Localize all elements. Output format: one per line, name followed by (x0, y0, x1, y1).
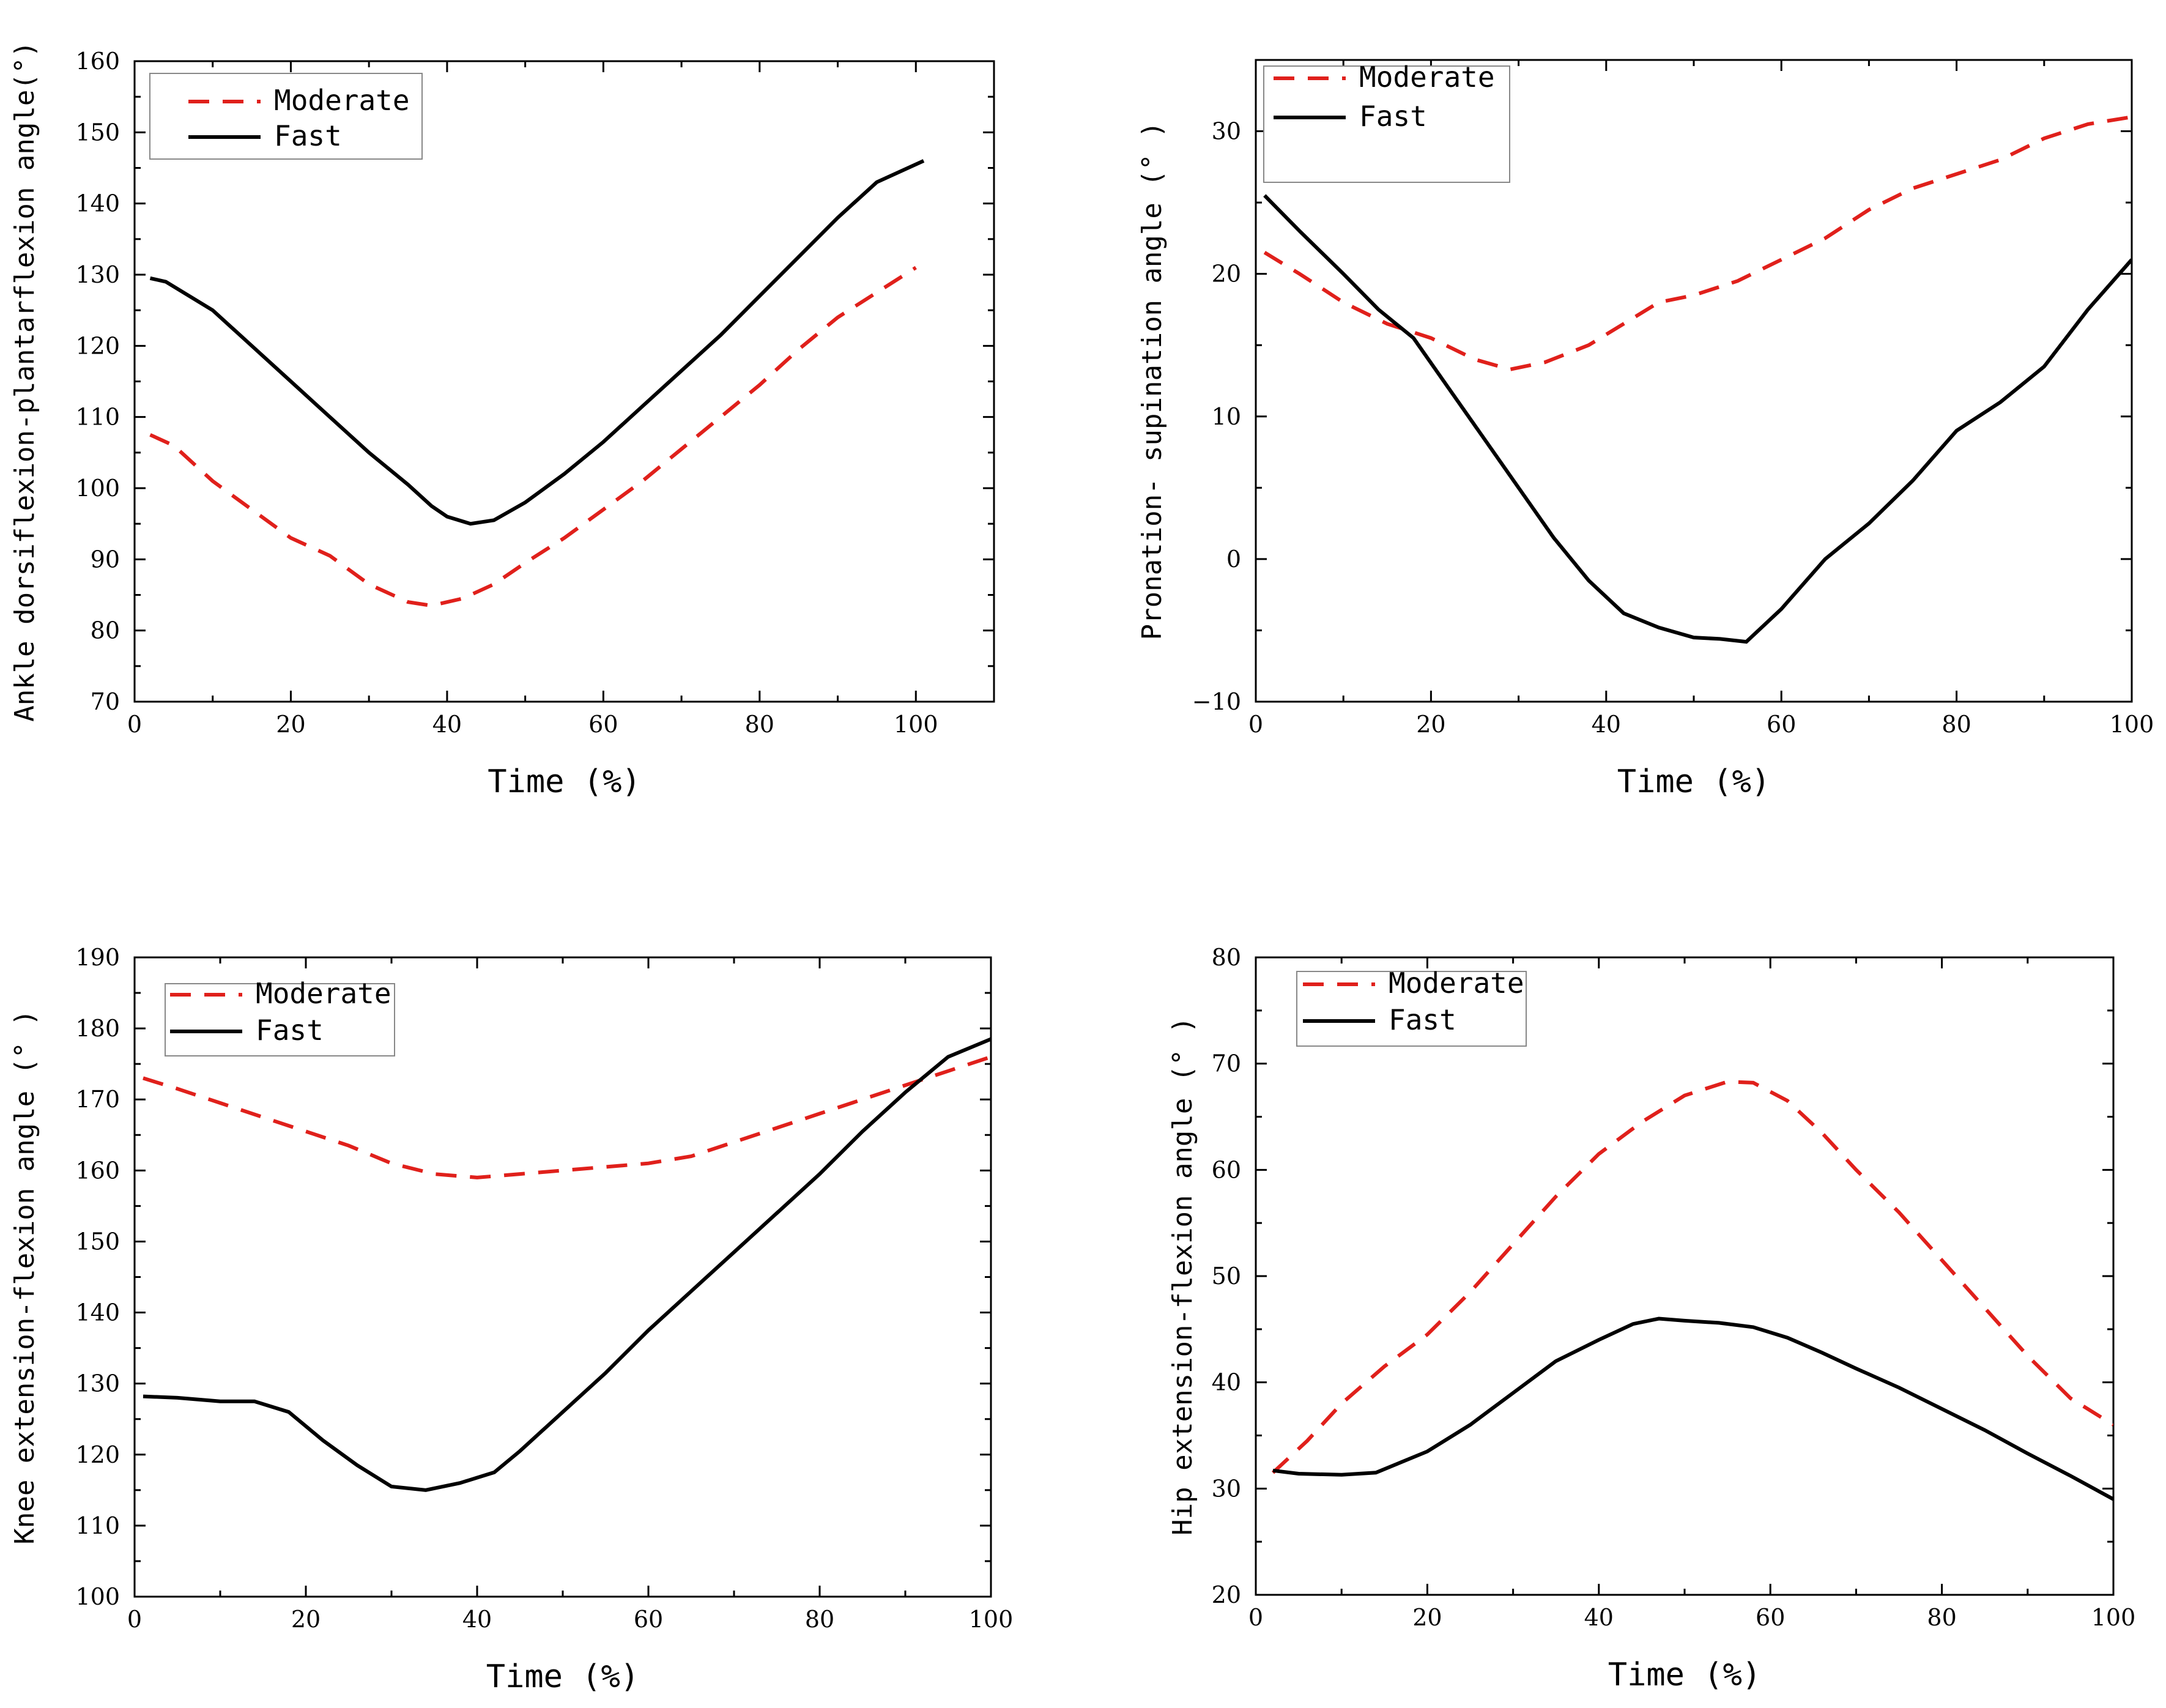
y-tick-label: 110 (75, 1512, 120, 1539)
y-tick-label: 120 (75, 332, 120, 359)
y-tick-label: 170 (75, 1086, 120, 1113)
x-tick-label: 100 (894, 711, 938, 738)
x-tick-label: 60 (634, 1606, 663, 1633)
y-tick-label: 140 (75, 190, 120, 217)
chart-panel-knee: 0 20 40 60 80 100 100 110 120 130 140 150 160 170 180 1… (9, 944, 1013, 1695)
y-tick-label: 80 (1212, 944, 1241, 971)
y-tick-label: 110 (75, 404, 120, 431)
x-tick-label: 100 (2091, 1604, 2136, 1631)
x-tick-label: 40 (1584, 1604, 1614, 1631)
x-tick-label: 80 (805, 1606, 834, 1633)
y-tick-label: 190 (75, 944, 120, 971)
x-axis-title: Time (%) (486, 1658, 639, 1695)
series-line-moderate (149, 265, 917, 608)
series-line-fast (143, 1037, 991, 1492)
x-axis-title: Time (%) (488, 763, 640, 800)
y-axis-title: Hip extension-flexion angle (° ) (1167, 1017, 1198, 1535)
y-tick-label: 70 (1212, 1050, 1241, 1077)
y-tick-label: 160 (75, 1157, 120, 1184)
chart-panel-ankle: 0 20 40 60 80 100 70 80 90 100 110 120 130 140 150 160 T… (9, 41, 995, 800)
chart-panel-pronation: 0 20 40 60 80 100 −10 0 10 20 30 Time (%) Pronation-… (1137, 59, 2154, 800)
x-tick-label: 0 (127, 711, 142, 738)
x-tick-label: 20 (276, 711, 305, 738)
y-axis-title: Pronation- supination angle (° ) (1137, 122, 1168, 640)
x-tick-label: 20 (1412, 1604, 1442, 1631)
y-tick-label: 180 (75, 1015, 120, 1042)
y-tick-label: 90 (91, 546, 120, 573)
y-tick-label: 130 (75, 261, 120, 288)
y-tick-label: 160 (75, 48, 120, 75)
x-tick-label: 80 (1942, 711, 1971, 738)
legend-label-fast: Fast (1389, 1003, 1456, 1036)
legend-box (1263, 65, 1510, 183)
y-tick-label: 20 (1212, 261, 1241, 288)
x-axis-title: Time (%) (1617, 763, 1770, 800)
x-axis-title: Time (%) (1608, 1657, 1761, 1693)
legend-label-fast: Fast (1359, 100, 1427, 133)
x-tick-label: 80 (1927, 1604, 1956, 1631)
y-tick-label: 40 (1212, 1369, 1241, 1396)
legend-label-moderate: Moderate (274, 84, 410, 117)
plot-frame (1255, 956, 2115, 1596)
y-tick-label: 150 (75, 1228, 120, 1255)
y-tick-label: 100 (75, 475, 120, 502)
legend-label-moderate: Moderate (1389, 967, 1524, 1000)
x-tick-label: 60 (588, 711, 618, 738)
x-tick-label: 40 (462, 1606, 492, 1633)
y-tick-label: 50 (1212, 1263, 1241, 1290)
x-tick-label: 0 (1248, 711, 1263, 738)
legend-label-moderate: Moderate (1359, 61, 1495, 94)
y-tick-label: 140 (75, 1299, 120, 1326)
x-tick-label: 20 (291, 1606, 321, 1633)
legend-label-fast: Fast (256, 1014, 324, 1047)
legend-box (149, 73, 423, 160)
legend-box (165, 983, 395, 1056)
series-line-fast (1272, 1316, 2113, 1501)
y-tick-label: 150 (75, 119, 120, 146)
y-tick-label: 120 (75, 1441, 120, 1468)
x-tick-label: 80 (745, 711, 774, 738)
y-tick-label: 130 (75, 1370, 120, 1397)
legend-label-moderate: Moderate (256, 977, 391, 1010)
x-tick-label: 100 (969, 1606, 1014, 1633)
series-line-moderate (1263, 115, 2132, 371)
series-line-fast (1263, 194, 2132, 644)
x-tick-label: 40 (1592, 711, 1621, 738)
series-line-moderate (1271, 1080, 2113, 1474)
y-tick-label: 10 (1212, 403, 1241, 430)
x-tick-label: 100 (2110, 711, 2154, 738)
y-axis-title: Ankle dorsiflexion-plantarflexion angle(… (9, 41, 40, 722)
series-line-moderate (143, 1055, 991, 1179)
series-line-fast (149, 159, 925, 526)
legend-box (1296, 971, 1527, 1047)
y-tick-label: 30 (1212, 118, 1241, 145)
x-tick-label: 40 (432, 711, 462, 738)
chart-panel-hip: 0 20 40 60 80 100 20 30 40 50 60 70 80 Time (%) Hip ex… (1167, 944, 2135, 1693)
y-tick-label: −10 (1192, 688, 1241, 715)
x-tick-label: 60 (1756, 1604, 1785, 1631)
y-tick-label: 20 (1212, 1581, 1241, 1608)
y-axis-title: Knee extension-flexion angle (° ) (9, 1009, 40, 1544)
x-tick-label: 20 (1416, 711, 1445, 738)
x-tick-label: 0 (1248, 1604, 1263, 1631)
y-tick-label: 0 (1226, 546, 1241, 573)
y-tick-label: 60 (1212, 1156, 1241, 1183)
y-tick-label: 70 (91, 688, 120, 715)
x-tick-label: 0 (127, 1606, 142, 1633)
y-tick-label: 100 (75, 1583, 120, 1610)
y-tick-label: 30 (1212, 1475, 1241, 1502)
legend-label-fast: Fast (274, 119, 342, 152)
x-tick-label: 60 (1767, 711, 1796, 738)
y-tick-label: 80 (91, 617, 120, 644)
